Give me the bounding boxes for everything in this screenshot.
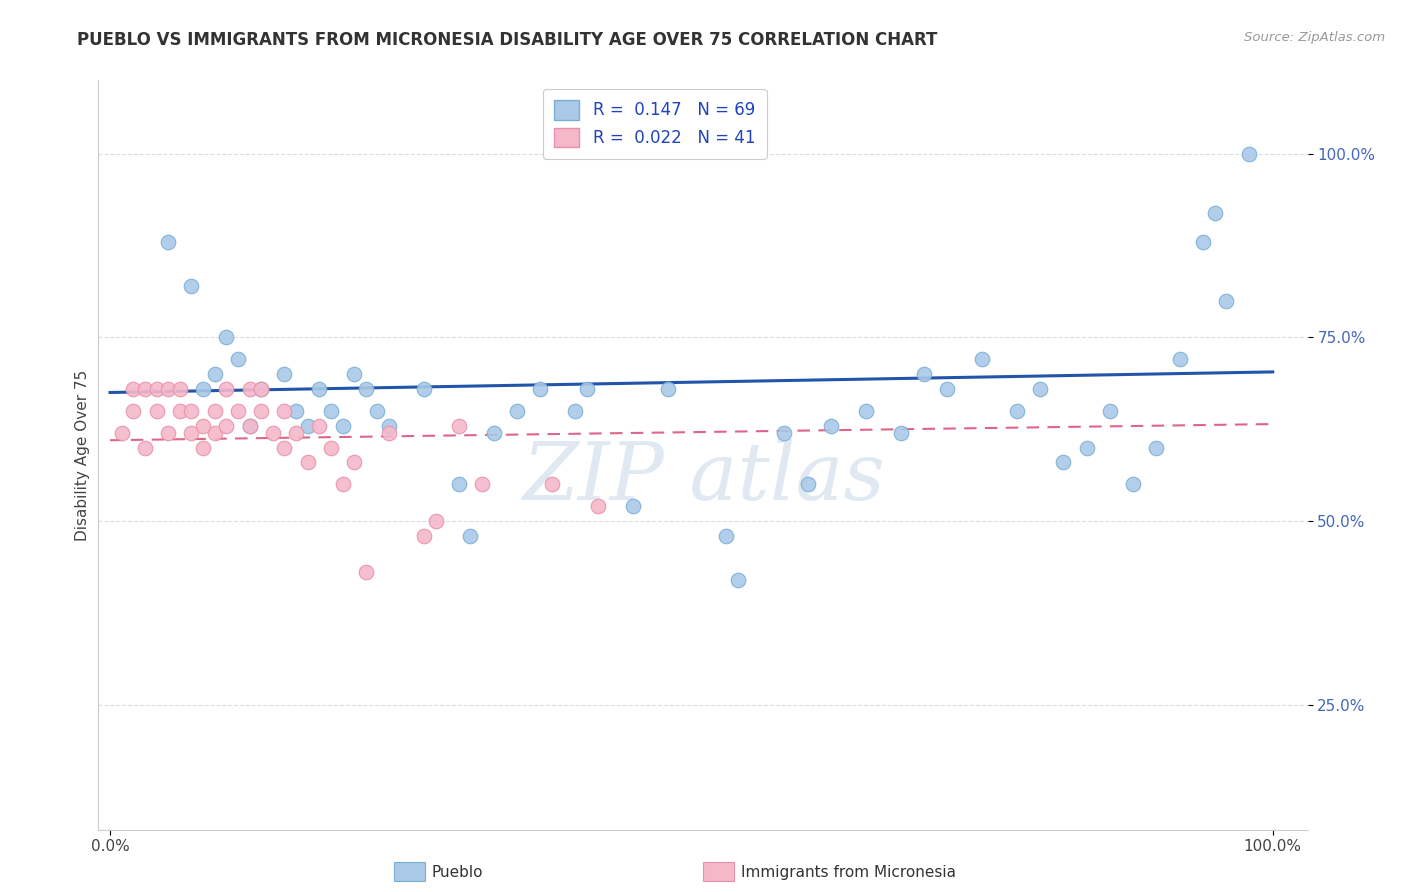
Point bbox=[1239, 146, 1261, 161]
Point bbox=[413, 529, 436, 543]
Point bbox=[239, 418, 262, 433]
Point bbox=[471, 477, 494, 491]
Point bbox=[575, 382, 598, 396]
Point bbox=[180, 404, 202, 418]
Text: PUEBLO VS IMMIGRANTS FROM MICRONESIA DISABILITY AGE OVER 75 CORRELATION CHART: PUEBLO VS IMMIGRANTS FROM MICRONESIA DIS… bbox=[77, 31, 938, 49]
Point bbox=[1192, 235, 1215, 249]
Point bbox=[204, 367, 226, 381]
Text: Source: ZipAtlas.com: Source: ZipAtlas.com bbox=[1244, 31, 1385, 45]
Point bbox=[425, 514, 447, 528]
Point bbox=[145, 404, 167, 418]
Point bbox=[378, 425, 401, 440]
Point bbox=[354, 566, 377, 580]
Point bbox=[657, 382, 679, 396]
Point bbox=[122, 382, 145, 396]
Point bbox=[250, 404, 273, 418]
Point bbox=[727, 573, 749, 587]
Point bbox=[319, 404, 342, 418]
Point bbox=[297, 455, 319, 469]
Point bbox=[273, 404, 295, 418]
Point bbox=[855, 404, 877, 418]
Point bbox=[1076, 441, 1098, 455]
Point bbox=[447, 477, 470, 491]
Point bbox=[215, 418, 238, 433]
Text: Pueblo: Pueblo bbox=[432, 865, 484, 880]
Point bbox=[1098, 404, 1121, 418]
Point bbox=[621, 500, 644, 514]
Point bbox=[145, 382, 167, 396]
Point bbox=[796, 477, 818, 491]
Point bbox=[191, 382, 214, 396]
Point bbox=[1052, 455, 1074, 469]
Point bbox=[1122, 477, 1144, 491]
Point bbox=[366, 404, 388, 418]
Point bbox=[226, 352, 249, 367]
Point bbox=[319, 441, 342, 455]
Point bbox=[157, 382, 180, 396]
Point bbox=[970, 352, 993, 367]
Point bbox=[215, 330, 238, 344]
Point bbox=[204, 404, 226, 418]
Y-axis label: Disability Age Over 75: Disability Age Over 75 bbox=[75, 369, 90, 541]
Point bbox=[482, 425, 505, 440]
Point bbox=[1029, 382, 1052, 396]
Point bbox=[297, 418, 319, 433]
Point bbox=[529, 382, 551, 396]
Point bbox=[332, 477, 354, 491]
Point bbox=[332, 418, 354, 433]
Text: ZIP atlas: ZIP atlas bbox=[522, 439, 884, 516]
Point bbox=[1144, 441, 1167, 455]
Point bbox=[285, 425, 308, 440]
Text: Immigrants from Micronesia: Immigrants from Micronesia bbox=[741, 865, 956, 880]
Point bbox=[308, 418, 330, 433]
Point bbox=[262, 425, 284, 440]
Point bbox=[936, 382, 959, 396]
Point bbox=[191, 441, 214, 455]
Point bbox=[540, 477, 562, 491]
Point bbox=[354, 382, 377, 396]
Point bbox=[343, 367, 366, 381]
Point bbox=[169, 404, 191, 418]
Point bbox=[180, 425, 202, 440]
Point bbox=[1005, 404, 1028, 418]
Point bbox=[134, 441, 156, 455]
Point bbox=[273, 367, 295, 381]
Point bbox=[285, 404, 308, 418]
Point bbox=[447, 418, 470, 433]
Point bbox=[250, 382, 273, 396]
Point bbox=[169, 382, 191, 396]
Point bbox=[1168, 352, 1191, 367]
Point bbox=[564, 404, 586, 418]
Point bbox=[773, 425, 796, 440]
Point bbox=[506, 404, 529, 418]
Point bbox=[413, 382, 436, 396]
Point bbox=[1215, 293, 1237, 308]
Point bbox=[122, 404, 145, 418]
Point bbox=[460, 529, 482, 543]
Point bbox=[180, 279, 202, 293]
Point bbox=[134, 382, 156, 396]
Point bbox=[191, 418, 214, 433]
Point bbox=[239, 382, 262, 396]
Point bbox=[157, 425, 180, 440]
Point bbox=[226, 404, 249, 418]
Point bbox=[378, 418, 401, 433]
Point bbox=[215, 382, 238, 396]
Point bbox=[308, 382, 330, 396]
Point bbox=[204, 425, 226, 440]
Point bbox=[588, 500, 610, 514]
Point bbox=[239, 418, 262, 433]
Legend: R =  0.147   N = 69, R =  0.022   N = 41: R = 0.147 N = 69, R = 0.022 N = 41 bbox=[543, 88, 766, 159]
Point bbox=[157, 235, 180, 249]
Point bbox=[912, 367, 935, 381]
Point bbox=[1204, 205, 1226, 219]
Point bbox=[250, 382, 273, 396]
Point bbox=[820, 418, 842, 433]
Point bbox=[273, 441, 295, 455]
Point bbox=[890, 425, 912, 440]
Point bbox=[716, 529, 738, 543]
Point bbox=[111, 425, 134, 440]
Point bbox=[343, 455, 366, 469]
